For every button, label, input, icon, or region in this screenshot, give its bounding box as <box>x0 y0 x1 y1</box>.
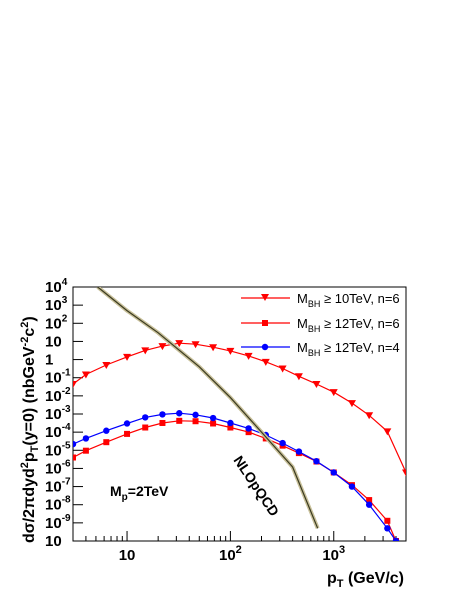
data-point <box>294 373 303 381</box>
data-point <box>192 411 199 419</box>
data-point <box>103 439 110 446</box>
x-tick-label: 103 <box>322 544 345 564</box>
data-point <box>402 469 406 477</box>
y-tick-label: 1 <box>45 352 53 369</box>
data-point <box>384 525 391 532</box>
x-axis-title: pT (GeV/c) <box>327 570 404 590</box>
data-point <box>245 425 252 432</box>
data-point <box>176 410 183 417</box>
data-point <box>159 419 166 426</box>
series-layer <box>73 287 406 541</box>
data-point <box>209 414 217 422</box>
y-axis-title: dσ/2πdyd2pT(y=0) (nbGeV-2c2) <box>19 316 41 543</box>
axis-ticks <box>72 286 407 542</box>
data-point <box>209 344 218 352</box>
data-point <box>141 347 150 355</box>
data-point <box>210 420 217 427</box>
data-point <box>191 341 200 349</box>
data-point <box>348 483 356 490</box>
data-point <box>73 454 76 461</box>
x-tick-label: 102 <box>219 544 242 564</box>
legend-marker-triangle <box>261 294 269 301</box>
data-point <box>159 411 166 418</box>
series-line <box>73 420 397 541</box>
data-point <box>82 435 90 442</box>
data-point <box>176 417 183 424</box>
y-tick-labels: 10410310210110-110-210-310-410-510-610-7… <box>45 277 71 550</box>
data-point <box>365 501 373 508</box>
series-1 <box>73 340 406 477</box>
data-point <box>261 358 270 366</box>
data-point <box>227 424 234 431</box>
y-tick-label: 10 <box>45 333 62 350</box>
y-tick-label: 102 <box>45 313 68 332</box>
svg-text:MBH ≥ 10TeV, n=6: MBH ≥ 10TeV, n=6 <box>297 291 400 309</box>
data-point <box>295 448 303 455</box>
annotation-mp: Mp=2TeV <box>110 483 169 503</box>
y-tick-label: 10-3 <box>45 404 71 423</box>
data-point <box>392 537 400 541</box>
data-point <box>123 420 131 427</box>
data-point <box>102 362 111 370</box>
data-point <box>313 458 320 465</box>
y-tick-label: 10-4 <box>45 422 71 441</box>
y-tick-label: 10-8 <box>45 495 71 514</box>
legend-entry-3: MBH ≥ 12TeV, n=4 <box>241 340 400 358</box>
data-point <box>366 497 373 504</box>
data-point <box>347 400 356 408</box>
data-point <box>278 365 287 373</box>
svg-text:MBH ≥ 12TeV, n=6: MBH ≥ 12TeV, n=6 <box>297 316 400 334</box>
data-point <box>123 353 132 361</box>
data-point <box>365 412 374 420</box>
series-line <box>73 412 397 541</box>
y-tick-label: 10-7 <box>45 477 71 496</box>
data-point <box>142 414 149 421</box>
y-tick-label: 10-5 <box>45 440 71 459</box>
data-point <box>227 419 234 427</box>
y-tick-label: 10-6 <box>45 458 71 477</box>
data-point <box>73 381 77 389</box>
data-point <box>330 469 337 476</box>
series-3 <box>73 410 400 541</box>
data-point <box>279 439 286 447</box>
y-tick-label: 103 <box>45 295 68 314</box>
data-point <box>244 352 253 360</box>
x-tick-labels: 10 102 103 <box>119 544 345 564</box>
annotation-nlo: NLOpQCD <box>231 453 283 519</box>
y-tick-label: 10 <box>45 533 62 550</box>
data-point <box>384 517 391 524</box>
data-point <box>124 430 131 437</box>
x-tick-label: 10 <box>119 547 136 564</box>
y-tick-label: 10-9 <box>45 513 71 532</box>
legend-entry-1: MBH ≥ 10TeV, n=6 <box>241 291 400 309</box>
data-point <box>312 381 321 389</box>
y-tick-label: 10-2 <box>45 386 71 405</box>
legend-marker-circle <box>261 343 269 351</box>
data-point <box>175 340 184 348</box>
data-point <box>103 427 110 434</box>
data-point <box>192 418 199 425</box>
data-point <box>81 371 90 379</box>
data-point <box>329 389 338 397</box>
svg-text:MBH ≥ 12TeV, n=4: MBH ≥ 12TeV, n=4 <box>297 340 400 358</box>
data-point <box>226 347 235 355</box>
y-tick-label: 10-1 <box>45 368 71 387</box>
data-point <box>383 428 392 436</box>
data-point <box>158 343 167 351</box>
series-line <box>97 287 319 529</box>
data-point <box>142 424 149 431</box>
data-point <box>245 429 252 436</box>
data-point <box>73 440 77 448</box>
y-tick-label: 104 <box>45 277 68 296</box>
data-point <box>82 447 89 454</box>
legend: MBH ≥ 10TeV, n=6 MBH ≥ 12TeV, n=6 MBH ≥ … <box>241 291 400 358</box>
series-4 <box>96 287 320 530</box>
legend-marker-square <box>262 320 268 326</box>
series-2 <box>73 417 399 541</box>
legend-entry-2: MBH ≥ 12TeV, n=6 <box>241 316 400 334</box>
